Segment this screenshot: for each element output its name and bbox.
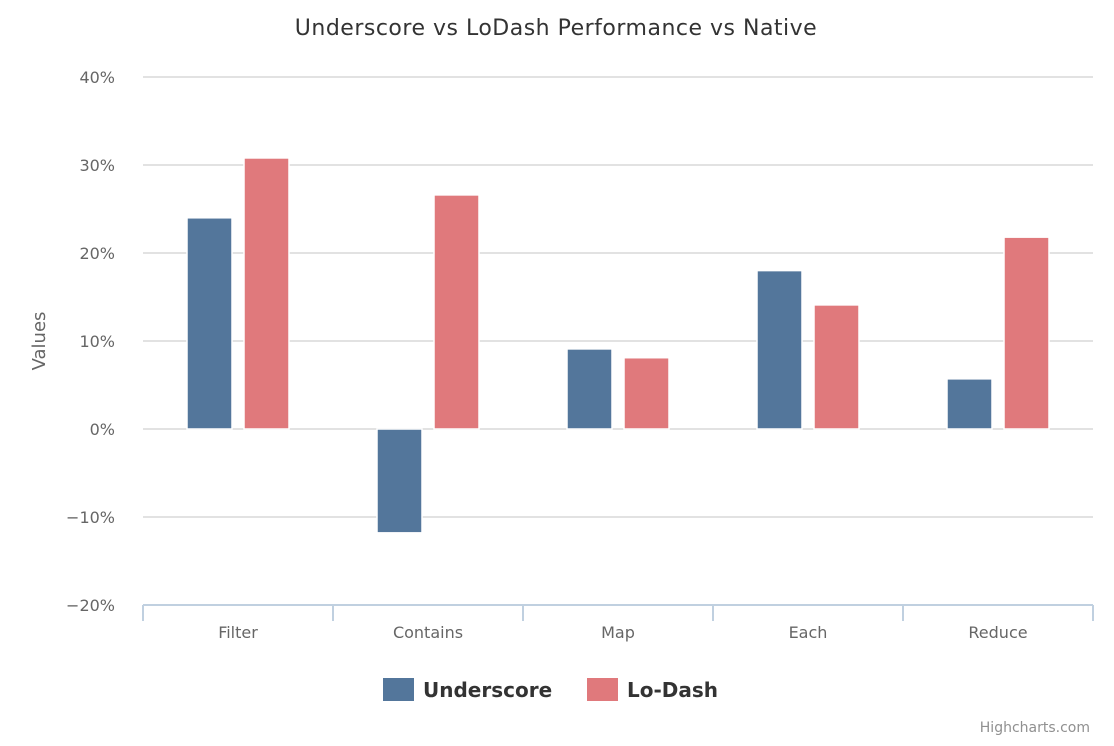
y-tick-label: 20% (79, 244, 115, 263)
y-tick-label: 10% (79, 332, 115, 351)
bar-lo-dash-contains[interactable] (433, 194, 480, 430)
legend: Underscore Lo-Dash (383, 678, 718, 702)
bar-underscore-reduce[interactable] (946, 378, 993, 430)
y-tick-label: −10% (66, 508, 115, 527)
bars (186, 157, 1050, 534)
y-tick-label: 40% (79, 68, 115, 87)
legend-item-lo-dash[interactable]: Lo-Dash (587, 678, 718, 702)
bar-lo-dash-map[interactable] (623, 356, 670, 430)
x-category-label: Contains (393, 623, 463, 642)
legend-item-underscore[interactable]: Underscore (383, 678, 552, 702)
chart-title: Underscore vs LoDash Performance vs Nati… (295, 16, 817, 41)
legend-swatch (383, 678, 414, 701)
legend-swatch (587, 678, 618, 701)
y-axis-title: Values (29, 312, 50, 371)
y-axis-labels: 40% 30% 20% 10% 0% −10% −20% (66, 68, 115, 615)
x-category-label: Map (601, 623, 635, 642)
y-tick-label: 30% (79, 156, 115, 175)
y-tick-label: 0% (90, 420, 115, 439)
x-category-label: Each (789, 623, 828, 642)
legend-label: Underscore (423, 678, 552, 702)
bar-underscore-each[interactable] (756, 269, 803, 430)
credits-link[interactable]: Highcharts.com (980, 720, 1090, 736)
x-category-label: Filter (218, 623, 258, 642)
legend-label: Lo-Dash (627, 678, 718, 702)
bar-lo-dash-reduce[interactable] (1003, 236, 1050, 430)
gridlines (143, 76, 1093, 518)
bar-underscore-map[interactable] (566, 348, 613, 430)
bar-underscore-contains[interactable] (376, 428, 423, 534)
x-axis: Filter Contains Map Each Reduce (142, 604, 1094, 642)
y-tick-label: −20% (66, 596, 115, 615)
bar-underscore-filter[interactable] (186, 217, 233, 430)
bar-lo-dash-filter[interactable] (243, 157, 290, 430)
bar-lo-dash-each[interactable] (813, 304, 860, 430)
x-category-label: Reduce (968, 623, 1027, 642)
